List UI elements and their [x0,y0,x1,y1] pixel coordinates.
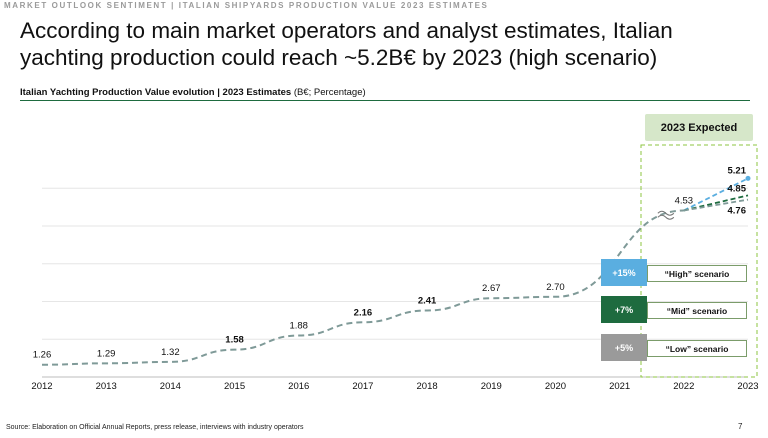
scenario-value-label: 5.21 [728,165,747,176]
axis-break-mark [657,210,675,216]
expected-badge: 2023 Expected [645,114,753,141]
x-axis-ticks: 2012 2013 2014 2015 2016 2017 2018 2019 2020 2021… [31,381,758,392]
x-tick-label: 2012 [31,381,52,392]
x-tick-label: 2022 [673,381,694,392]
headline: According to main market operators and a… [20,18,673,70]
x-tick-label: 2013 [96,381,117,392]
data-label: 1.29 [97,348,116,359]
data-label: 4.53 [675,195,694,206]
scenario-high: +15% “High” scenario [601,259,749,286]
data-label: 2.41 [418,295,437,306]
scenario-low-label: “Low” scenario [647,340,747,357]
data-label: 2.16 [354,307,373,318]
x-tick-label: 2018 [417,381,438,392]
x-tick-label: 2023 [737,381,758,392]
scenario-low: +5% “Low” scenario [601,334,749,361]
series-lines [41,175,751,366]
scenario-value-label: 4.76 [728,206,747,217]
data-label: 1.32 [161,347,180,358]
axis-break-mark [657,214,675,220]
data-label: 1.88 [289,320,308,331]
top-label: MARKET OUTLOOK SENTIMENT | ITALIAN SHIPY… [4,1,489,10]
main-series-line [41,209,684,366]
scenario-value-label: 4.85 [728,183,747,194]
x-tick-label: 2017 [352,381,373,392]
x-tick-label: 2021 [609,381,630,392]
scenario-low-pct: +5% [601,334,647,361]
scenario-line [683,177,749,212]
scenario-high-label: “High” scenario [647,265,747,282]
expected-highlight-box [640,144,758,378]
data-label: 2.67 [482,283,501,294]
scenario-high-pct: +15% [601,259,647,286]
subtitle-units: (B€; Percentage) [291,87,366,98]
scenario-mid-label: “Mid” scenario [647,302,747,319]
scenario-line [683,198,749,212]
x-tick-label: 2014 [160,381,181,392]
x-tick-label: 2019 [481,381,502,392]
page-number: 7 [738,422,743,431]
x-tick-label: 2020 [545,381,566,392]
x-tick-label: 2015 [224,381,245,392]
scenario-mid-pct: +7% [601,296,647,323]
data-label: 1.26 [33,350,52,361]
data-labels: 1.26 1.29 1.32 1.58 1.88 2.16 2.41 2.67 2.70 4.53… [33,165,747,360]
source-note: Source: Elaboration on Official Annual R… [6,424,304,431]
scenario-high-point [745,175,751,181]
divider [20,100,750,101]
data-label: 2.70 [546,282,565,293]
scenario-mid: +7% “Mid” scenario [601,296,749,323]
chart-subtitle: Italian Yachting Production Value evolut… [20,87,366,98]
subtitle-bold: Italian Yachting Production Value evolut… [20,87,292,98]
x-tick-label: 2016 [288,381,309,392]
data-label: 1.58 [225,335,244,346]
